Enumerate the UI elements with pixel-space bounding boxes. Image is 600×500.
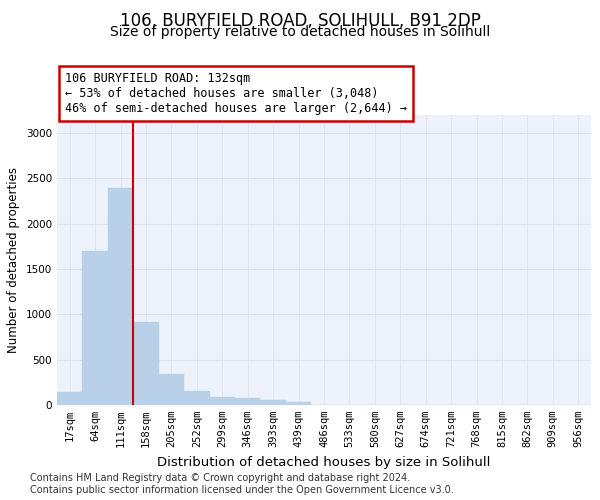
Bar	[159, 374, 184, 405]
Bar	[82, 251, 108, 405]
Bar	[286, 402, 311, 405]
Bar	[184, 390, 209, 405]
Text: 106, BURYFIELD ROAD, SOLIHULL, B91 2DP: 106, BURYFIELD ROAD, SOLIHULL, B91 2DP	[119, 12, 481, 30]
Text: 106 BURYFIELD ROAD: 132sqm
← 53% of detached houses are smaller (3,048)
46% of s: 106 BURYFIELD ROAD: 132sqm ← 53% of deta…	[65, 72, 407, 115]
Bar	[209, 397, 235, 405]
Text: Contains HM Land Registry data © Crown copyright and database right 2024.
Contai: Contains HM Land Registry data © Crown c…	[30, 474, 454, 495]
Bar	[57, 392, 82, 405]
Text: Size of property relative to detached houses in Solihull: Size of property relative to detached ho…	[110, 25, 490, 39]
Bar	[133, 322, 159, 405]
Bar	[235, 398, 260, 405]
Bar	[260, 400, 286, 405]
Y-axis label: Number of detached properties: Number of detached properties	[7, 167, 20, 353]
Bar	[108, 188, 133, 405]
X-axis label: Distribution of detached houses by size in Solihull: Distribution of detached houses by size …	[157, 456, 491, 468]
